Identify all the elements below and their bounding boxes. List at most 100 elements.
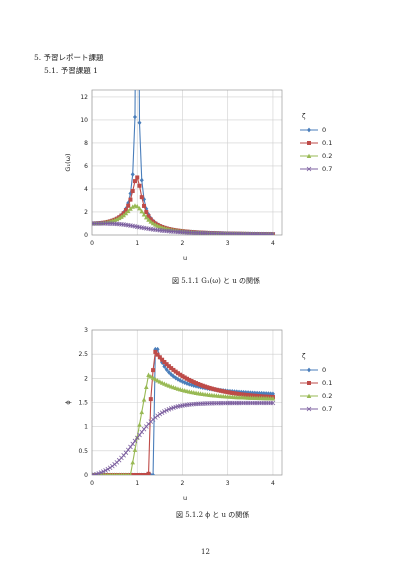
point-0.2 — [124, 472, 128, 475]
point-0.2 — [126, 472, 130, 475]
point-0.1 — [232, 391, 237, 396]
point-0 — [132, 114, 137, 120]
point-0.1 — [130, 189, 135, 194]
point-0.1 — [157, 355, 162, 360]
point-0.1 — [135, 473, 140, 475]
legend-entry-0.1: 0.1 — [322, 139, 332, 147]
y-axis-label: G₁(ω) — [64, 153, 72, 171]
point-0.7 — [162, 409, 167, 414]
legend-marker-0.1 — [307, 141, 311, 145]
plot-area — [91, 89, 283, 236]
point-0.2 — [122, 472, 125, 475]
point-0.2 — [121, 212, 126, 218]
point-0.1 — [139, 473, 144, 475]
legend-entry-0.2: 0.2 — [322, 392, 332, 400]
point-0.1 — [144, 473, 149, 475]
point-0.1 — [225, 390, 230, 395]
point-0.1 — [214, 387, 219, 392]
point-0.1 — [205, 385, 210, 390]
plot-area — [91, 329, 283, 476]
point-0.2 — [128, 206, 133, 211]
point-0.2 — [115, 472, 119, 475]
point-0.1 — [153, 349, 158, 354]
y-tick-label: 1 — [84, 424, 88, 431]
point-0.7 — [164, 408, 169, 413]
y-axis-label: ϕ — [64, 400, 72, 404]
point-0.2 — [104, 472, 107, 475]
point-0.7 — [101, 469, 106, 474]
y-tick-label: 2 — [84, 209, 88, 216]
point-0.1 — [218, 388, 223, 393]
point-0.1 — [246, 393, 251, 398]
point-0.1 — [126, 203, 131, 208]
x-tick-label: 1 — [135, 240, 139, 247]
point-0.2 — [129, 472, 132, 475]
point-0 — [259, 390, 264, 396]
point-0.2 — [117, 472, 121, 475]
point-0.7 — [270, 231, 276, 235]
point-0.1 — [221, 389, 226, 394]
point-0.2 — [111, 472, 114, 475]
y-tick-label: 10 — [80, 117, 88, 124]
point-0.1 — [160, 357, 165, 362]
point-0.1 — [241, 392, 246, 397]
point-0.2 — [137, 205, 142, 211]
point-0.1 — [203, 384, 208, 389]
point-0.7 — [98, 470, 104, 475]
point-0.2 — [132, 447, 138, 452]
point-0 — [255, 390, 260, 396]
point-0.1 — [162, 359, 167, 364]
point-0.2 — [143, 384, 149, 390]
point-0 — [160, 360, 165, 365]
point-0.7 — [134, 435, 140, 441]
x-tick-label: 2 — [181, 240, 185, 247]
point-0.1 — [200, 383, 205, 388]
point-0.2 — [141, 212, 147, 217]
point-0.2 — [130, 460, 136, 465]
point-0.2 — [116, 215, 122, 221]
point-0.1 — [155, 352, 160, 357]
point-0.1 — [132, 473, 137, 475]
y-tick-label: 8 — [84, 140, 88, 147]
point-0.1 — [243, 392, 248, 397]
point-0.2 — [139, 409, 145, 415]
point-0 — [151, 472, 156, 475]
x-tick-label: 1 — [135, 480, 139, 487]
y-tick-label: 0 — [84, 232, 88, 239]
y-tick-label: 2 — [84, 375, 88, 382]
point-0.7 — [137, 432, 142, 438]
point-0.7 — [107, 465, 113, 471]
point-0.1 — [209, 386, 214, 391]
x-tick-label: 0 — [90, 240, 94, 247]
y-tick-label: 2.5 — [78, 351, 88, 358]
point-0 — [182, 380, 187, 385]
point-0.1 — [189, 379, 194, 384]
point-0.1 — [128, 197, 133, 202]
y-tick-label: 0.5 — [78, 448, 88, 455]
legend-entry-0.2: 0.2 — [322, 152, 332, 160]
point-0.1 — [148, 397, 153, 402]
point-0.2 — [134, 203, 140, 209]
legend-marker-0.1 — [307, 381, 311, 385]
point-0.2 — [125, 208, 131, 214]
point-0.2 — [137, 422, 142, 427]
point-0.1 — [166, 364, 171, 369]
point-0.1 — [151, 368, 156, 373]
point-0.1 — [142, 473, 147, 475]
legend-marker-0.7 — [306, 406, 312, 412]
point-0.1 — [164, 362, 169, 367]
point-0 — [128, 191, 133, 196]
point-0.1 — [178, 372, 183, 377]
point-0.2 — [119, 214, 124, 219]
legend-marker-0.2 — [306, 153, 312, 158]
point-0.1 — [191, 380, 196, 385]
y-tick-label: 4 — [84, 186, 88, 193]
point-0.7 — [159, 410, 165, 415]
point-0.1 — [130, 473, 135, 475]
point-0.2 — [143, 214, 149, 220]
legend-marker-0 — [307, 367, 311, 373]
y-tick-label: 3 — [84, 327, 88, 334]
point-0.7 — [132, 438, 138, 444]
figure-caption-1: 図 5.1.1 G₁(ω) と u の関係 — [172, 277, 261, 285]
